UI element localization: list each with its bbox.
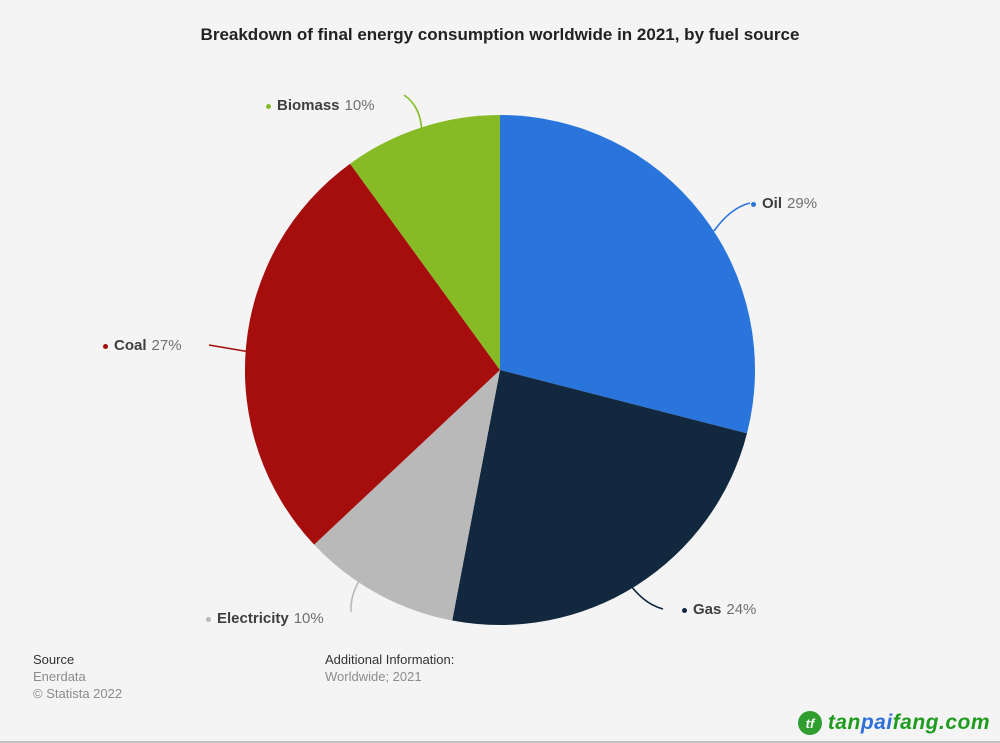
oil-leader-line bbox=[713, 202, 751, 232]
tanpaifang-logo-text: tanpaifang.com bbox=[828, 711, 990, 735]
chart-title: Breakdown of final energy consumption wo… bbox=[200, 25, 800, 44]
pie-slice-gas[interactable] bbox=[452, 370, 747, 626]
additional-info-text: Worldwide; 2021 bbox=[325, 669, 422, 684]
biomass-label-text: Biomass bbox=[277, 97, 340, 114]
pie-slice-oil[interactable] bbox=[500, 115, 756, 434]
electricity-leader-line bbox=[350, 564, 373, 613]
oil-percent-text: 29% bbox=[787, 195, 818, 212]
biomass-leader-line bbox=[403, 94, 423, 138]
slice-label-oil: Oil 29% bbox=[751, 195, 817, 213]
pie-slice-electricity[interactable] bbox=[314, 370, 500, 621]
coal-bullet-icon bbox=[103, 343, 108, 349]
pie-slice-biomass[interactable] bbox=[350, 115, 500, 370]
svg-text:tf: tf bbox=[805, 716, 815, 731]
gas-leader-line bbox=[624, 577, 664, 610]
electricity-bullet-icon bbox=[206, 616, 211, 622]
oil-label-text: Oil bbox=[762, 195, 783, 212]
slice-label-electricity: Electricity 10% bbox=[206, 610, 324, 628]
oil-bullet-icon bbox=[751, 201, 756, 207]
gas-bullet-icon bbox=[682, 607, 687, 613]
additional-info-block: Additional Information: Worldwide; 2021 bbox=[325, 651, 454, 685]
gas-percent-text: 24% bbox=[726, 601, 757, 618]
copyright-text: © Statista 2022 bbox=[33, 686, 123, 701]
coal-leader-line bbox=[208, 344, 251, 353]
additional-info-heading: Additional Information: bbox=[325, 652, 455, 667]
logo-text-pai: pai bbox=[860, 711, 893, 734]
slice-label-biomass: Biomass 10% bbox=[266, 97, 375, 115]
source-name[interactable]: Enerdata bbox=[33, 669, 86, 684]
pie-slice-coal[interactable] bbox=[244, 163, 500, 545]
biomass-bullet-icon bbox=[266, 103, 271, 109]
biomass-percent-text: 10% bbox=[344, 97, 375, 114]
gas-label-text: Gas bbox=[693, 601, 722, 618]
tanpaifang-logo-icon: tf bbox=[797, 711, 822, 735]
source-heading: Source bbox=[33, 652, 75, 667]
coal-label-text: Coal bbox=[114, 337, 147, 354]
electricity-label-text: Electricity bbox=[217, 610, 289, 627]
source-block: Source Enerdata © Statista 2022 bbox=[33, 651, 122, 702]
slice-label-coal: Coal 27% bbox=[103, 337, 182, 355]
logo-text-fang: fang.com bbox=[892, 711, 990, 734]
coal-percent-text: 27% bbox=[151, 337, 182, 354]
logo-text-tan: tan bbox=[827, 711, 861, 734]
tanpaifang-watermark[interactable]: tf tanpaifang.com bbox=[797, 710, 990, 736]
electricity-percent-text: 10% bbox=[293, 610, 324, 627]
slice-label-gas: Gas 24% bbox=[682, 601, 756, 619]
